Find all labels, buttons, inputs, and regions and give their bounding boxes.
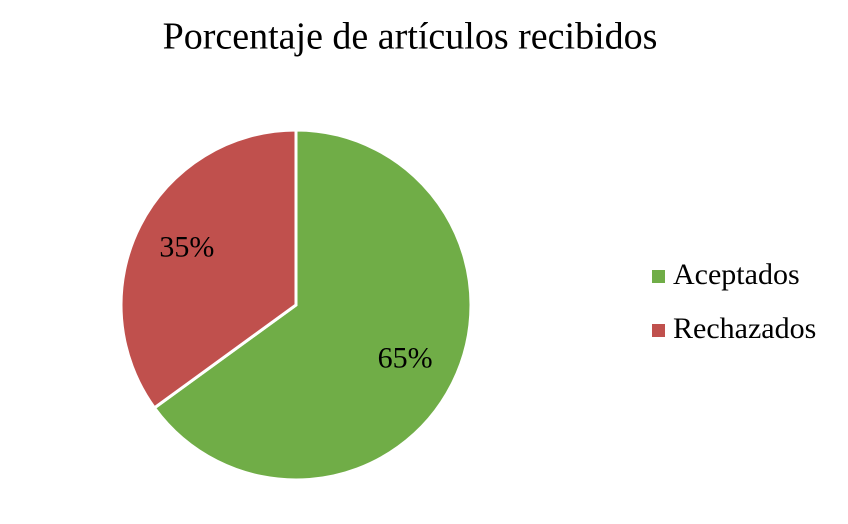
data-label: 35% <box>159 230 214 263</box>
data-label: 65% <box>378 342 433 375</box>
pie-slice <box>152 128 473 482</box>
pie-slice <box>119 128 298 410</box>
legend-label: Rechazados <box>673 312 816 345</box>
legend-swatch <box>652 270 665 283</box>
legend-swatch <box>652 324 665 337</box>
chart-title: Porcentaje de artículos recibidos <box>163 16 658 58</box>
legend-label: Aceptados <box>673 258 800 291</box>
